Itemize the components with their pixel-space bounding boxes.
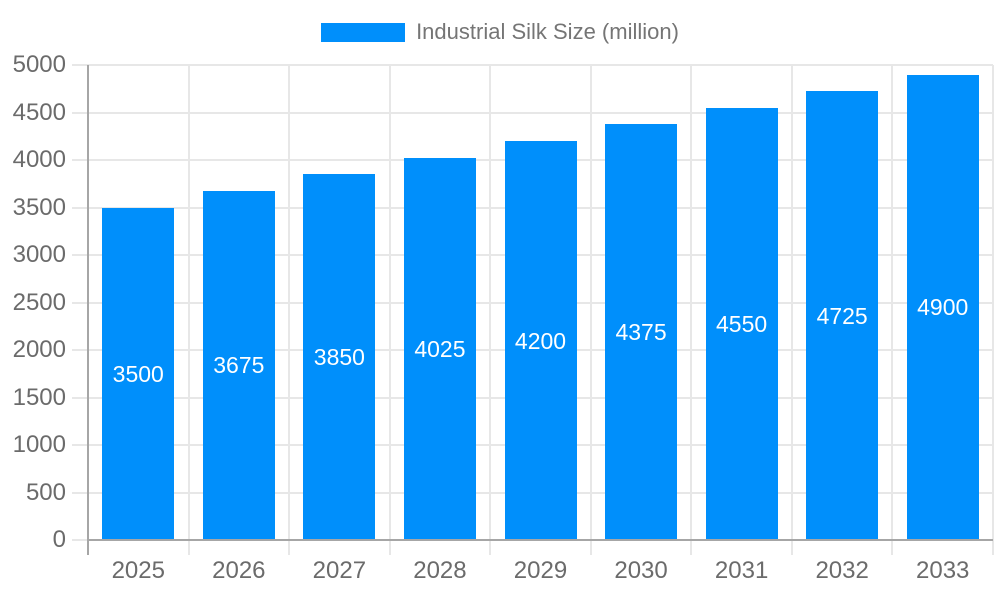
bar-value-label: 4550 (716, 310, 768, 337)
bar[interactable] (906, 74, 979, 540)
bar[interactable] (705, 107, 778, 540)
x-tick-label: 2027 (312, 557, 367, 584)
legend-label: Industrial Silk Size (million) (416, 19, 679, 44)
x-gridline (790, 65, 793, 555)
bar-value-label: 3850 (313, 344, 365, 371)
y-tick-label: 2000 (12, 336, 66, 363)
bar-value-label: 4375 (615, 319, 667, 346)
plot-area: 0 500 1000 1500 2000 2500 3000 3500 4000 4500 5000… (13, 52, 994, 584)
x-tick-label: 2028 (413, 557, 467, 584)
legend-swatch (321, 22, 406, 42)
bar-value-label: 3500 (112, 360, 164, 387)
bar[interactable] (202, 190, 275, 540)
y-tick-label: 4500 (12, 98, 66, 126)
y-gridline (72, 111, 993, 114)
bar[interactable] (102, 207, 175, 540)
y-tick-label: 1000 (12, 431, 66, 458)
y-tick (72, 539, 88, 541)
bar-value-label: 3675 (213, 352, 265, 379)
bar[interactable] (605, 124, 678, 540)
x-tick-label: 2031 (714, 557, 769, 584)
y-tick-label: 3000 (12, 241, 66, 268)
x-tick-label: 2033 (916, 557, 970, 584)
bar-value-label: 4900 (917, 294, 969, 321)
y-tick-label: 1500 (12, 383, 66, 411)
x-tick-label: 2026 (212, 557, 266, 584)
bar-value-label: 4725 (816, 302, 868, 329)
x-tick-label: 2029 (513, 557, 568, 584)
bar[interactable] (303, 174, 376, 540)
y-tick-label: 500 (25, 478, 66, 506)
bar-value-label: 4200 (514, 327, 567, 354)
x-tick-label: 2030 (614, 557, 668, 584)
y-gridline (72, 64, 993, 66)
x-gridline (589, 65, 592, 555)
y-axis-line (87, 65, 89, 555)
bar-value-label: 4025 (414, 335, 466, 362)
x-axis-line (88, 539, 993, 541)
x-tick-label: 2032 (815, 557, 869, 584)
x-gridline (992, 65, 994, 555)
x-gridline (187, 65, 190, 555)
bar[interactable] (504, 141, 577, 540)
bar[interactable] (403, 157, 476, 540)
bar[interactable] (806, 91, 879, 540)
x-gridline (388, 65, 391, 555)
x-gridline (489, 65, 492, 555)
y-tick-label: 4000 (12, 146, 66, 173)
x-gridline (891, 65, 894, 555)
x-gridline (288, 65, 291, 555)
y-tick-label: 2500 (12, 288, 66, 316)
legend[interactable]: Industrial Silk Size (million) (0, 19, 1000, 45)
x-tick-label: 2025 (111, 557, 165, 584)
x-gridline (690, 65, 693, 555)
y-tick-label: 3500 (12, 193, 66, 221)
y-tick-label: 0 (52, 526, 66, 553)
y-tick-label: 5000 (12, 51, 66, 78)
